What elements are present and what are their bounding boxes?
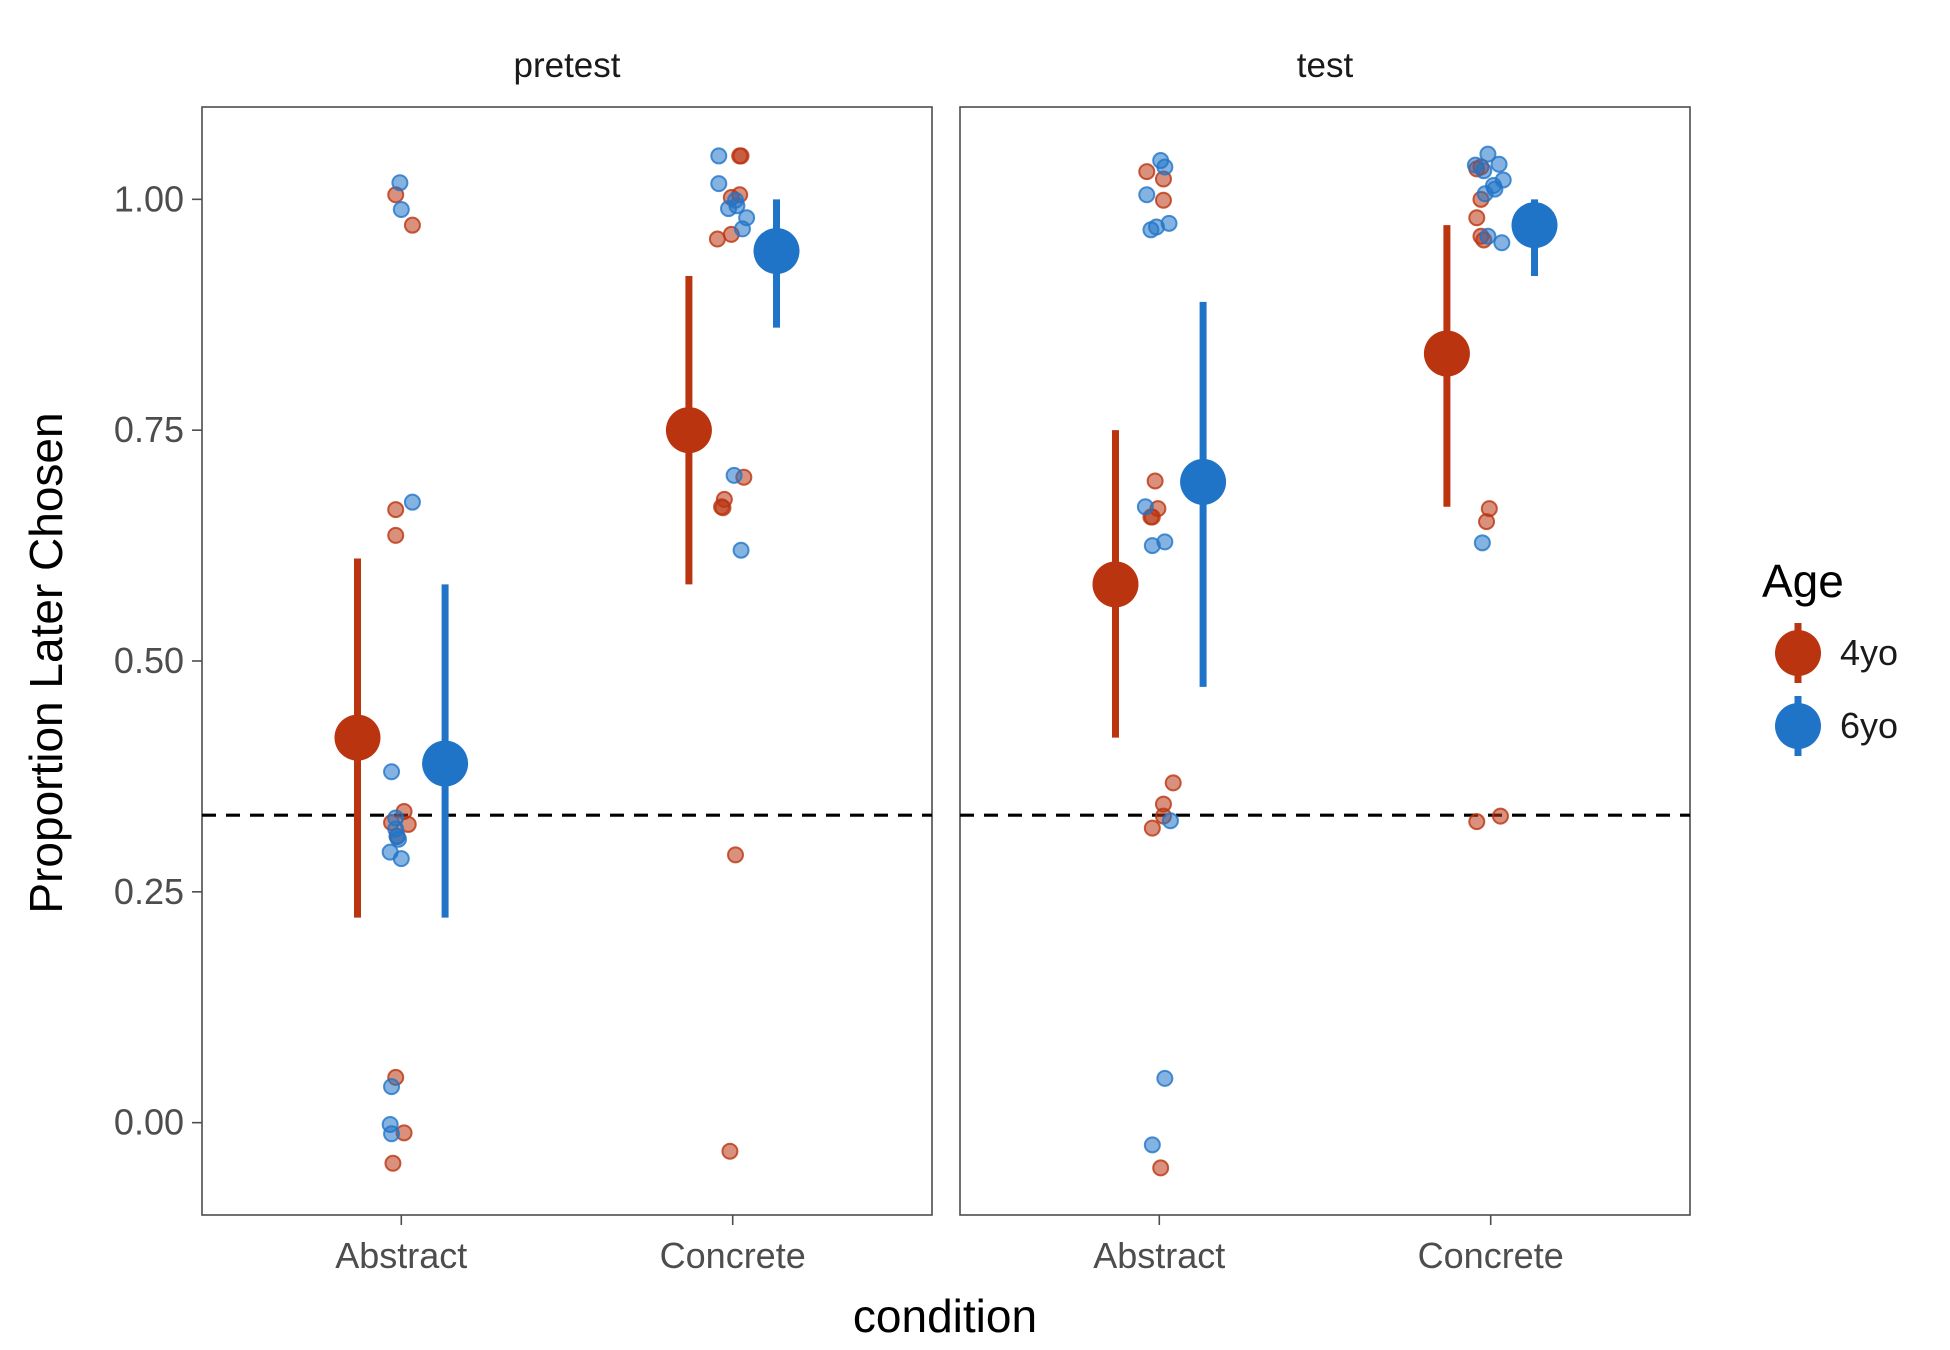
point-6yo-test-Abstract-31 xyxy=(1161,812,1179,830)
point-4yo-pretest-Concrete-22 xyxy=(721,1142,739,1160)
mean-point-6yo-pretest-Abstract xyxy=(422,740,469,787)
point-6yo-test-Concrete-44 xyxy=(1473,534,1491,552)
point-6yo-test-Concrete-37 xyxy=(1475,162,1493,180)
point-6yo-test-Abstract-33 xyxy=(1143,1136,1161,1154)
mean-point-6yo-test-Concrete xyxy=(1511,202,1558,249)
mean-point-4yo-pretest-Concrete xyxy=(665,407,712,454)
point-4yo-test-Abstract-23 xyxy=(1138,163,1156,181)
y-tick-label-0.25: 0.25 xyxy=(114,871,184,912)
point-6yo-test-Abstract-27 xyxy=(1142,221,1160,239)
legend-label-6yo: 6yo xyxy=(1840,705,1898,746)
point-4yo-test-Abstract-26 xyxy=(1146,472,1164,490)
x-tick-label-pretest-Concrete: Concrete xyxy=(660,1235,806,1276)
point-6yo-test-Abstract-32 xyxy=(1156,1069,1174,1087)
point-4yo-test-Abstract-30 xyxy=(1164,774,1182,792)
axes: pretest Abstract Concrete test Abstract Concr… xyxy=(114,46,1564,1276)
point-6yo-pretest-Abstract-9 xyxy=(392,850,410,868)
mean-point-4yo-test-Abstract xyxy=(1092,561,1139,608)
legend-key-point-4yo xyxy=(1775,630,1821,676)
mean-point-6yo-pretest-Concrete xyxy=(753,228,800,275)
point-4yo-pretest-Concrete-21 xyxy=(726,846,744,864)
mean-point-6yo-test-Abstract xyxy=(1180,458,1227,505)
legend: Age 4yo 6yo xyxy=(1762,555,1898,756)
point-6yo-pretest-Abstract-1 xyxy=(392,200,410,218)
point-6yo-pretest-Concrete-21 xyxy=(732,541,750,559)
y-axis-title: Proportion Later Chosen xyxy=(20,412,72,913)
mean-point-4yo-test-Concrete xyxy=(1423,330,1470,377)
point-6yo-test-Concrete-34 xyxy=(1479,145,1497,163)
mean-point-4yo-pretest-Abstract xyxy=(334,714,381,761)
point-4yo-pretest-Concrete-12 xyxy=(731,147,749,165)
facet-title-pretest: pretest xyxy=(514,46,621,85)
point-4yo-pretest-Abstract-3 xyxy=(387,526,405,544)
point-6yo-pretest-Abstract-3 xyxy=(383,763,401,781)
point-4yo-test-Abstract-25 xyxy=(1154,191,1172,209)
summary-marks xyxy=(334,199,1558,918)
y-tick-label-0.00: 0.00 xyxy=(114,1102,184,1143)
point-6yo-test-Abstract-30 xyxy=(1143,537,1161,555)
point-6yo-test-Abstract-28 xyxy=(1136,498,1154,516)
legend-label-4yo: 4yo xyxy=(1840,632,1898,673)
point-6yo-pretest-Abstract-12 xyxy=(383,1125,401,1143)
point-6yo-test-Concrete-35 xyxy=(1490,155,1508,173)
point-6yo-pretest-Concrete-14 xyxy=(710,175,728,193)
point-6yo-test-Abstract-23 xyxy=(1156,158,1174,176)
point-4yo-pretest-Abstract-2 xyxy=(387,501,405,519)
point-4yo-test-Concrete-44 xyxy=(1491,807,1509,825)
point-6yo-pretest-Abstract-10 xyxy=(383,1078,401,1096)
point-6yo-pretest-Concrete-19 xyxy=(733,220,751,238)
x-tick-label-test-Concrete: Concrete xyxy=(1418,1235,1564,1276)
point-4yo-pretest-Concrete-16 xyxy=(708,230,726,248)
y-tick-label-0.50: 0.50 xyxy=(114,640,184,681)
point-6yo-pretest-Abstract-2 xyxy=(403,493,421,511)
point-6yo-pretest-Abstract-0 xyxy=(391,174,409,192)
point-4yo-test-Abstract-33 xyxy=(1143,819,1161,837)
point-6yo-test-Concrete-42 xyxy=(1479,227,1497,245)
point-4yo-pretest-Concrete-20 xyxy=(714,499,732,517)
legend-key-point-6yo xyxy=(1775,703,1821,749)
point-4yo-test-Concrete-38 xyxy=(1468,209,1486,227)
legend-title: Age xyxy=(1762,555,1844,607)
x-tick-label-test-Abstract: Abstract xyxy=(1093,1235,1225,1276)
panel-frame-test xyxy=(959,106,1691,1216)
point-6yo-pretest-Concrete-13 xyxy=(710,147,728,165)
point-4yo-test-Concrete-43 xyxy=(1468,813,1486,831)
point-6yo-test-Abstract-24 xyxy=(1138,186,1156,204)
y-tick-label-1.00: 1.00 xyxy=(114,178,184,219)
point-6yo-test-Concrete-43 xyxy=(1493,234,1511,252)
point-4yo-pretest-Abstract-1 xyxy=(403,216,421,234)
point-4yo-pretest-Abstract-10 xyxy=(384,1154,402,1172)
raw-points xyxy=(381,145,1512,1177)
point-6yo-test-Concrete-41 xyxy=(1476,185,1494,203)
point-4yo-test-Concrete-42 xyxy=(1478,513,1496,531)
x-axis-title: condition xyxy=(853,1290,1037,1342)
point-6yo-pretest-Concrete-17 xyxy=(720,200,738,218)
point-4yo-test-Abstract-34 xyxy=(1152,1159,1170,1177)
point-6yo-pretest-Concrete-20 xyxy=(725,466,743,484)
point-6yo-pretest-Abstract-7 xyxy=(390,830,408,848)
x-tick-label-pretest-Abstract: Abstract xyxy=(335,1235,467,1276)
facet-title-test: test xyxy=(1297,46,1354,85)
y-tick-label-0.75: 0.75 xyxy=(114,409,184,450)
